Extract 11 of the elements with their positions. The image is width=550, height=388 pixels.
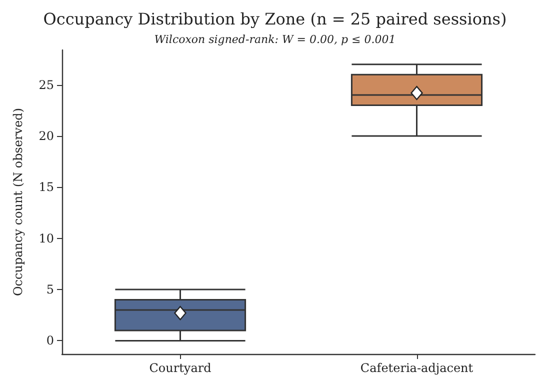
chart-title: Occupancy Distribution by Zone (n = 25 paired sessions) [43,10,507,28]
x-tick-label: Cafeteria-adjacent [360,361,474,375]
y-tick-label: 0 [46,334,54,348]
y-tick-label: 5 [46,282,54,297]
y-tick-label: 15 [38,180,54,194]
y-axis-title: Occupancy count (N observed) [11,108,25,296]
y-tick-label: 25 [38,78,54,92]
text: Wilcoxon signed-rank: W = 0.00, p ≤ 0.001 [154,33,396,46]
x-tick-label: Courtyard [149,361,212,375]
y-tick-label: 10 [38,231,54,246]
y-tick-label: 20 [38,128,54,143]
